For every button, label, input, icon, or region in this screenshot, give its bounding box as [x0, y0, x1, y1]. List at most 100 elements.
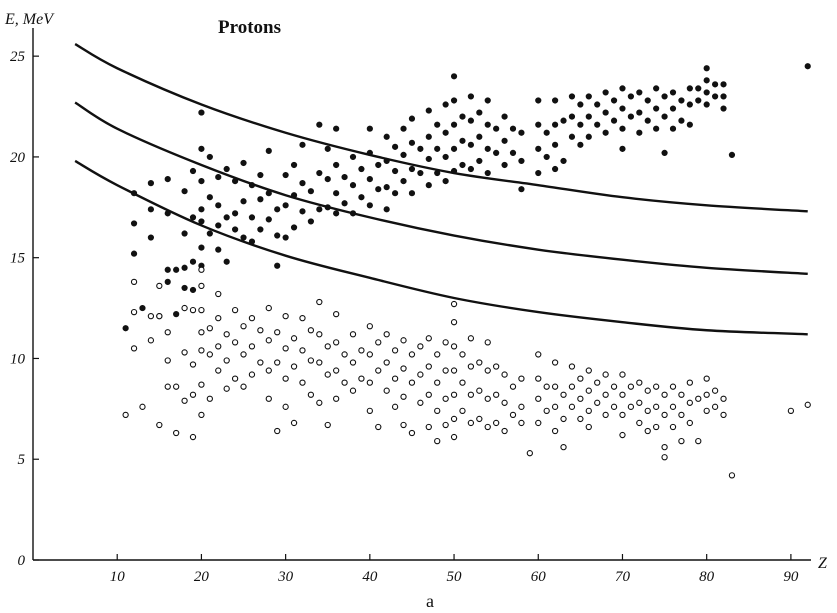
open-point — [366, 351, 373, 358]
open-point — [720, 411, 727, 419]
open-point — [282, 312, 289, 320]
filled-point — [408, 190, 416, 197]
open-point — [442, 367, 449, 374]
open-point — [198, 411, 205, 419]
boundary-curve-3 — [74, 159, 808, 336]
open-point — [594, 399, 601, 406]
filled-point — [147, 180, 154, 187]
filled-point — [669, 105, 677, 112]
open-point — [198, 282, 205, 290]
open-point — [206, 351, 213, 358]
open-point — [560, 415, 567, 423]
open-point — [484, 339, 491, 346]
open-point — [282, 345, 289, 352]
filled-point — [232, 210, 239, 217]
y-axis-ticks: 0 5 10 15 20 25 — [10, 49, 39, 569]
filled-point — [560, 117, 567, 124]
open-point — [804, 401, 811, 408]
open-point — [147, 337, 155, 344]
open-point — [139, 403, 146, 410]
filled-point — [282, 171, 289, 179]
open-point — [594, 379, 601, 386]
filled-point — [206, 153, 213, 161]
open-point — [425, 335, 432, 342]
filled-point — [274, 232, 281, 239]
filled-point — [653, 125, 660, 132]
open-point — [375, 423, 382, 431]
filled-point — [290, 192, 298, 199]
open-point — [130, 308, 138, 316]
filled-point — [274, 262, 281, 269]
open-point — [425, 391, 432, 398]
filled-point — [265, 190, 272, 197]
open-point — [408, 429, 416, 437]
open-point — [686, 399, 693, 406]
y-tick-label: 10 — [10, 351, 26, 367]
open-point — [265, 395, 272, 402]
filled-point — [232, 226, 239, 233]
filled-point — [459, 137, 466, 144]
filled-point — [181, 188, 188, 195]
y-axis-label: E, MeV — [4, 11, 55, 28]
filled-point — [324, 175, 331, 183]
open-point — [661, 443, 668, 451]
filled-point — [206, 230, 213, 237]
open-point — [198, 347, 205, 354]
filled-point — [147, 234, 154, 241]
filled-point — [257, 226, 264, 233]
open-point — [349, 359, 357, 366]
filled-point — [568, 113, 576, 120]
filled-point — [408, 165, 416, 173]
open-point — [173, 383, 180, 390]
filled-point — [240, 159, 247, 167]
open-point — [551, 427, 559, 435]
open-point — [543, 407, 550, 415]
y-tick-label: 20 — [10, 150, 26, 166]
open-point — [215, 343, 222, 350]
filled-point — [248, 238, 256, 245]
open-point — [653, 423, 660, 431]
open-point — [551, 359, 559, 366]
open-point — [274, 427, 281, 435]
filled-point — [425, 133, 432, 140]
open-point — [501, 427, 508, 435]
chart-title: Protons — [218, 17, 281, 38]
open-point — [198, 306, 205, 314]
filled-point — [130, 250, 138, 257]
filled-point — [366, 125, 373, 132]
filled-point — [392, 190, 399, 197]
filled-point — [417, 169, 424, 177]
open-point — [333, 395, 340, 402]
filled-point — [484, 145, 491, 152]
filled-point — [139, 304, 146, 312]
open-point — [375, 367, 382, 374]
filled-point — [181, 230, 188, 237]
filled-point — [610, 117, 618, 124]
filled-point — [450, 97, 458, 104]
open-point — [417, 343, 424, 350]
filled-point — [450, 121, 458, 128]
open-point — [240, 383, 247, 390]
open-point — [619, 431, 626, 439]
filled-point — [450, 167, 458, 175]
open-point — [274, 329, 281, 336]
axes-frame — [32, 28, 811, 561]
y-tick-label: 5 — [18, 452, 26, 468]
filled-point — [189, 167, 197, 175]
open-point — [366, 323, 373, 330]
filled-point — [535, 169, 542, 177]
open-point — [391, 403, 399, 410]
open-point — [695, 437, 702, 445]
open-point — [156, 282, 163, 290]
filled-point — [619, 85, 626, 92]
filled-point — [189, 258, 197, 265]
filled-point — [265, 216, 272, 223]
open-point — [585, 367, 592, 374]
x-tick-label: 50 — [447, 569, 463, 585]
open-point — [408, 379, 416, 386]
filled-point — [366, 175, 373, 183]
filled-point — [215, 173, 222, 181]
open-point — [349, 387, 357, 394]
filled-point — [493, 149, 500, 156]
open-point — [703, 407, 710, 415]
